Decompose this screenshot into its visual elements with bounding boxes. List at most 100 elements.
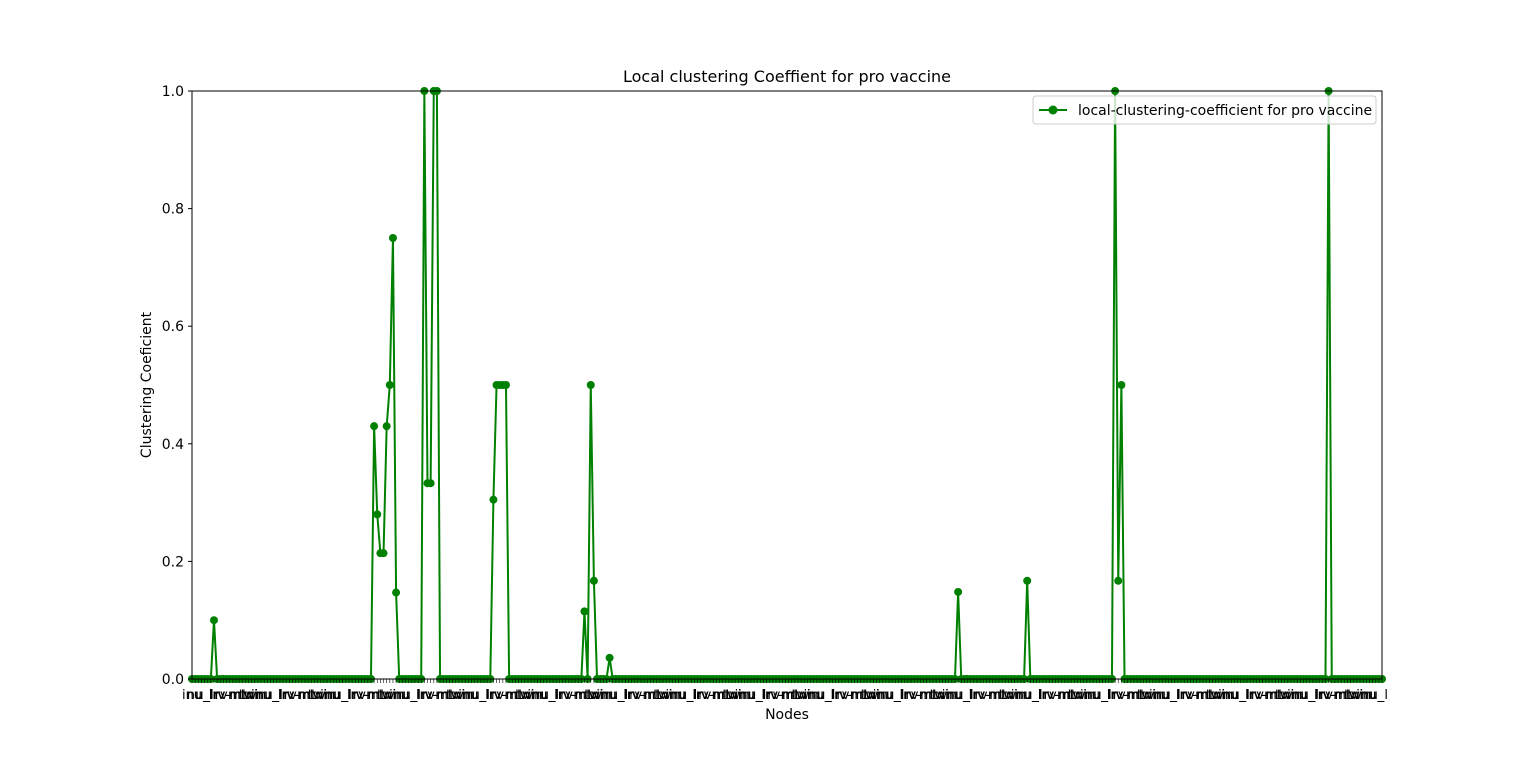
x-tick-label: inu [251,688,271,703]
x-tick-label: mtw [988,688,1017,703]
x-tick-label: -mt [1054,688,1076,703]
x-tick-label: nu_ [601,688,624,703]
x-tick-label: u_l [610,688,628,703]
x-tick-label: inu [182,688,202,703]
x-tick-label: twi [308,688,327,703]
y-tick-label: 0.8 [162,202,184,218]
x-tick-label: lrv [830,688,847,703]
x-tick-label: mtw [504,688,533,703]
x-tick-label: nu_ [256,688,279,703]
x-tick-label: _lr [1307,688,1324,703]
x-tick-label: nu_ [808,688,831,703]
x-tick-label: _lr [202,688,219,703]
x-tick-label: lrv [1176,688,1193,703]
x-tick-label: lrv [692,688,709,703]
x-tick-label: rv- [836,688,854,703]
x-tick-label: lrv [623,688,640,703]
x-tick-label: rv- [1044,688,1062,703]
x-tick-label: rv- [560,688,578,703]
x-tick-label: rv- [975,688,993,703]
x-tick-label: -mt [1192,688,1214,703]
x-tick-label: u_l [541,688,559,703]
x-tick-label: v-m [563,688,588,703]
x-tick-label: rv- [905,688,923,703]
x-tick-label: win [1142,688,1164,703]
data-point [209,616,218,625]
x-tick-label: v-m [908,688,933,703]
x-tick-label: u_l [195,688,213,703]
x-tick-label: win [1003,688,1025,703]
x-tick-label: -mt [570,688,592,703]
x-tick-label: inu [735,688,755,703]
x-tick-label: win [934,688,956,703]
data-point [586,381,595,389]
x-tick-label: win [244,688,266,703]
x-tick-label: u_l [748,688,766,703]
x-tick-label: twi [239,688,258,703]
x-tick-label: inu [389,688,409,703]
x-tick-label: v-m [494,688,519,703]
y-tick-layer: 0.0 0.2 0.4 0.6 0.8 1.0 [162,84,192,688]
x-tick-label: twi [999,688,1018,703]
x-tick-label: _lr [1169,688,1186,703]
x-tick-label: win [1211,688,1233,703]
x-tick-label: twi [446,688,465,703]
x-tick-label: twi [377,688,396,703]
x-tick-label: u_l [334,688,352,703]
x-tick-label: lrv [485,688,502,703]
x-tick-label: mtw [1195,688,1224,703]
legend-box [1032,95,1377,125]
data-point [385,381,394,389]
x-tick-label: twi [722,688,741,703]
x-tick-label: lrv [209,688,226,703]
y-tick-label: 0.6 [162,319,184,335]
x-tick-label: inu [1356,688,1376,703]
data-point [382,422,391,431]
x-tick-label: mtw [573,688,602,703]
x-tick-label: win [451,688,473,703]
data-point [580,607,589,616]
series-line-layer [192,90,1382,680]
x-tick-label: twi [1137,688,1156,703]
x-tick-label: inu [527,688,547,703]
x-tick-label: mtw [1126,688,1155,703]
x-tick-label: _lr [962,688,979,703]
x-tick-label: _lr [1100,688,1117,703]
x-tick-label: mtw [642,688,671,703]
x-tick-label: win [313,688,335,703]
x-tick-label: -mt [1261,688,1283,703]
x-tick-label: rv- [1182,688,1200,703]
x-tick-label: inu [1080,688,1100,703]
x-tick-label: v-m [1115,688,1140,703]
x-tick-label: _lr [617,688,634,703]
x-tick-label: mtw [228,688,257,703]
x-tick-label: rv- [284,688,302,703]
x-tick-label: twi [1344,688,1363,703]
legend-marker-swatch [1048,105,1058,115]
x-tick-label: lrv [969,688,986,703]
x-tick-label: rv- [353,688,371,703]
x-tick-label: u_l [1162,688,1180,703]
x-tick-label: nu_ [947,688,970,703]
x-tick-label: -mt [501,688,523,703]
x-tick-label: inu [596,688,616,703]
x-tick-label: twi [515,688,534,703]
x-tick-label: v-m [425,688,450,703]
x-tick-label: _lr [340,688,357,703]
series-marker-layer [188,87,1386,683]
x-tick-label: twi [1206,688,1225,703]
x-tick-label: _lr [1238,688,1255,703]
x-tick-label: u_l [1370,688,1388,703]
x-tick-label: -mt [225,688,247,703]
x-tick-label: lrv [1107,688,1124,703]
x-tick-label: win [520,688,542,703]
legend: local-clustering-coefficient for pro vac… [1032,95,1377,125]
x-tick-label: nu_ [1223,688,1246,703]
x-tick-label: nu_ [739,688,762,703]
x-tick-label: mtw [1057,688,1086,703]
data-point [426,479,435,488]
x-tick-label: u_l [955,688,973,703]
x-tick-label: -mt [915,688,937,703]
